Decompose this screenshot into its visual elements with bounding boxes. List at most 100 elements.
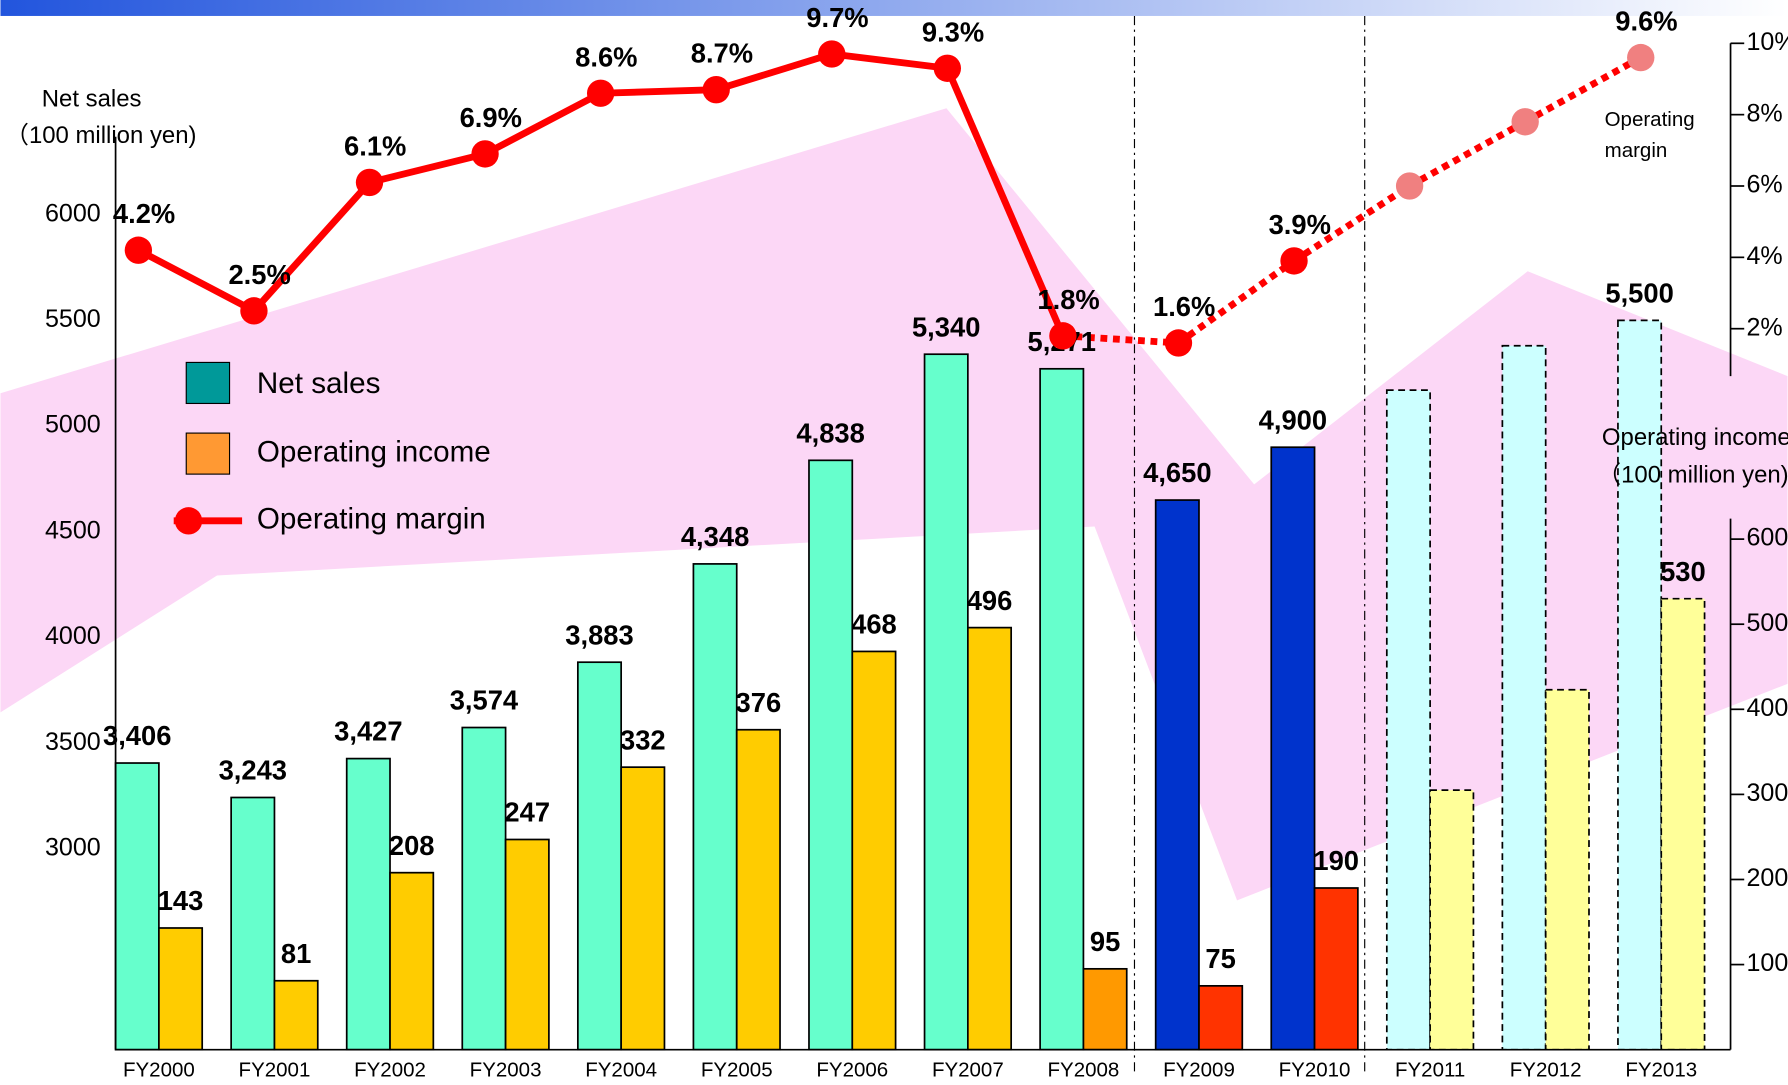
data-label: 3,406 (103, 720, 171, 751)
bar (1544, 688, 1590, 1051)
data-label: 4,650 (1143, 457, 1211, 488)
data-label: 247 (504, 797, 550, 828)
y-tick-label: 5000 (45, 411, 101, 439)
plot (114, 50, 1706, 1051)
line-segment (831, 50, 948, 72)
x-tick-label: FY2011 (1395, 1059, 1465, 1082)
data-label: 95 (1090, 926, 1120, 957)
x-tick-label: FY2001 (239, 1059, 311, 1082)
data-label: 3,883 (565, 619, 633, 650)
bar (923, 353, 969, 1051)
bar (230, 796, 276, 1051)
bar (1385, 389, 1431, 1051)
x-tick-label: FY2000 (123, 1059, 195, 1082)
line-marker (1627, 43, 1655, 72)
bar (1270, 446, 1316, 1051)
bar (966, 626, 1013, 1051)
line-segment (1292, 183, 1412, 264)
data-label: 3,427 (334, 716, 402, 747)
bar (692, 563, 738, 1051)
data-label: 5,500 (1605, 278, 1673, 309)
bar (620, 766, 666, 1051)
data-label: 3,243 (219, 755, 287, 786)
data-label: 2.5% (228, 259, 290, 290)
data-label: 3.9% (1269, 209, 1331, 240)
data-label: 75 (1205, 943, 1235, 974)
bar (1313, 887, 1359, 1051)
bar (1082, 967, 1128, 1051)
bar (114, 762, 160, 1051)
x-tick-label: FY2006 (816, 1059, 888, 1082)
x-tick-label: FY2004 (585, 1059, 657, 1082)
background-arrow (0, 108, 1788, 901)
line-marker (1164, 329, 1193, 357)
line-marker (1280, 247, 1308, 275)
bar (1617, 319, 1663, 1051)
line-marker (1395, 172, 1424, 200)
header-bar (0, 0, 1788, 16)
line-segment (136, 247, 256, 314)
x-tick-label: FY2010 (1279, 1059, 1351, 1082)
line-marker (933, 54, 962, 82)
y2-tick-label: 300 (1747, 779, 1788, 807)
x-tick-label: FY2007 (932, 1059, 1004, 1082)
legend-swatch (185, 361, 231, 405)
data-label: 8.6% (575, 41, 637, 72)
x-tick-label: FY2003 (470, 1059, 542, 1082)
line-segment (1062, 332, 1179, 347)
line-segment (251, 180, 373, 314)
bar (1660, 597, 1706, 1051)
y-axis-label: Net sales (42, 86, 142, 113)
data-label: 4,838 (796, 417, 864, 448)
y3-tick-label: 6% (1747, 171, 1783, 199)
bar (1429, 789, 1475, 1051)
bar (735, 728, 781, 1051)
y2-tick-label: 200 (1747, 864, 1788, 892)
bar (461, 726, 507, 1051)
legend-swatch (185, 432, 231, 475)
x-tick-label: FY2005 (701, 1059, 773, 1082)
line-marker (1049, 322, 1077, 350)
y2-tick-label: 400 (1747, 694, 1788, 722)
bar (1198, 984, 1244, 1051)
y-tick-label: 3500 (45, 728, 101, 756)
y-tick-label: 4500 (45, 516, 101, 544)
y-tick-label: 4000 (45, 622, 101, 650)
line-segment (715, 50, 833, 93)
data-label: 3,574 (450, 685, 519, 716)
line-marker (586, 79, 615, 107)
y2-tick-label: 500 (1747, 609, 1788, 637)
line-segment (1176, 258, 1297, 346)
line-segment (483, 90, 603, 157)
x-tick-label: FY2009 (1163, 1059, 1235, 1082)
data-label: 9.3% (922, 16, 984, 47)
line-marker (702, 76, 730, 104)
y-tick-label: 6000 (45, 199, 101, 227)
data-label: 8.7% (691, 38, 753, 69)
legend-label: Net sales (257, 367, 381, 400)
legend: Net sales Operating income Operating mar… (173, 361, 491, 536)
y2-tick-label: 600 (1747, 524, 1788, 552)
data-label: 496 (967, 585, 1013, 616)
data-label: 9.6% (1615, 6, 1677, 37)
x-tick-label: FY2008 (1048, 1059, 1120, 1082)
data-label: 4,900 (1259, 404, 1327, 435)
line-segment (368, 150, 486, 186)
bar (504, 838, 550, 1051)
data-label: 376 (736, 687, 782, 718)
bar (345, 757, 391, 1051)
line-segment (1523, 54, 1643, 125)
data-label: 468 (851, 609, 897, 640)
bar (1154, 499, 1200, 1051)
line-segment (600, 86, 717, 97)
data-label: 190 (1313, 845, 1359, 876)
y2-axis-label: （100 million yen) (1597, 462, 1788, 489)
y3-tick-label: 8% (1747, 99, 1783, 127)
x-tick-label: FY2012 (1510, 1059, 1582, 1082)
line-marker (240, 297, 268, 325)
y-axis-label: （100 million yen) (5, 122, 196, 149)
data-label: 332 (620, 724, 666, 755)
bar (576, 661, 623, 1051)
